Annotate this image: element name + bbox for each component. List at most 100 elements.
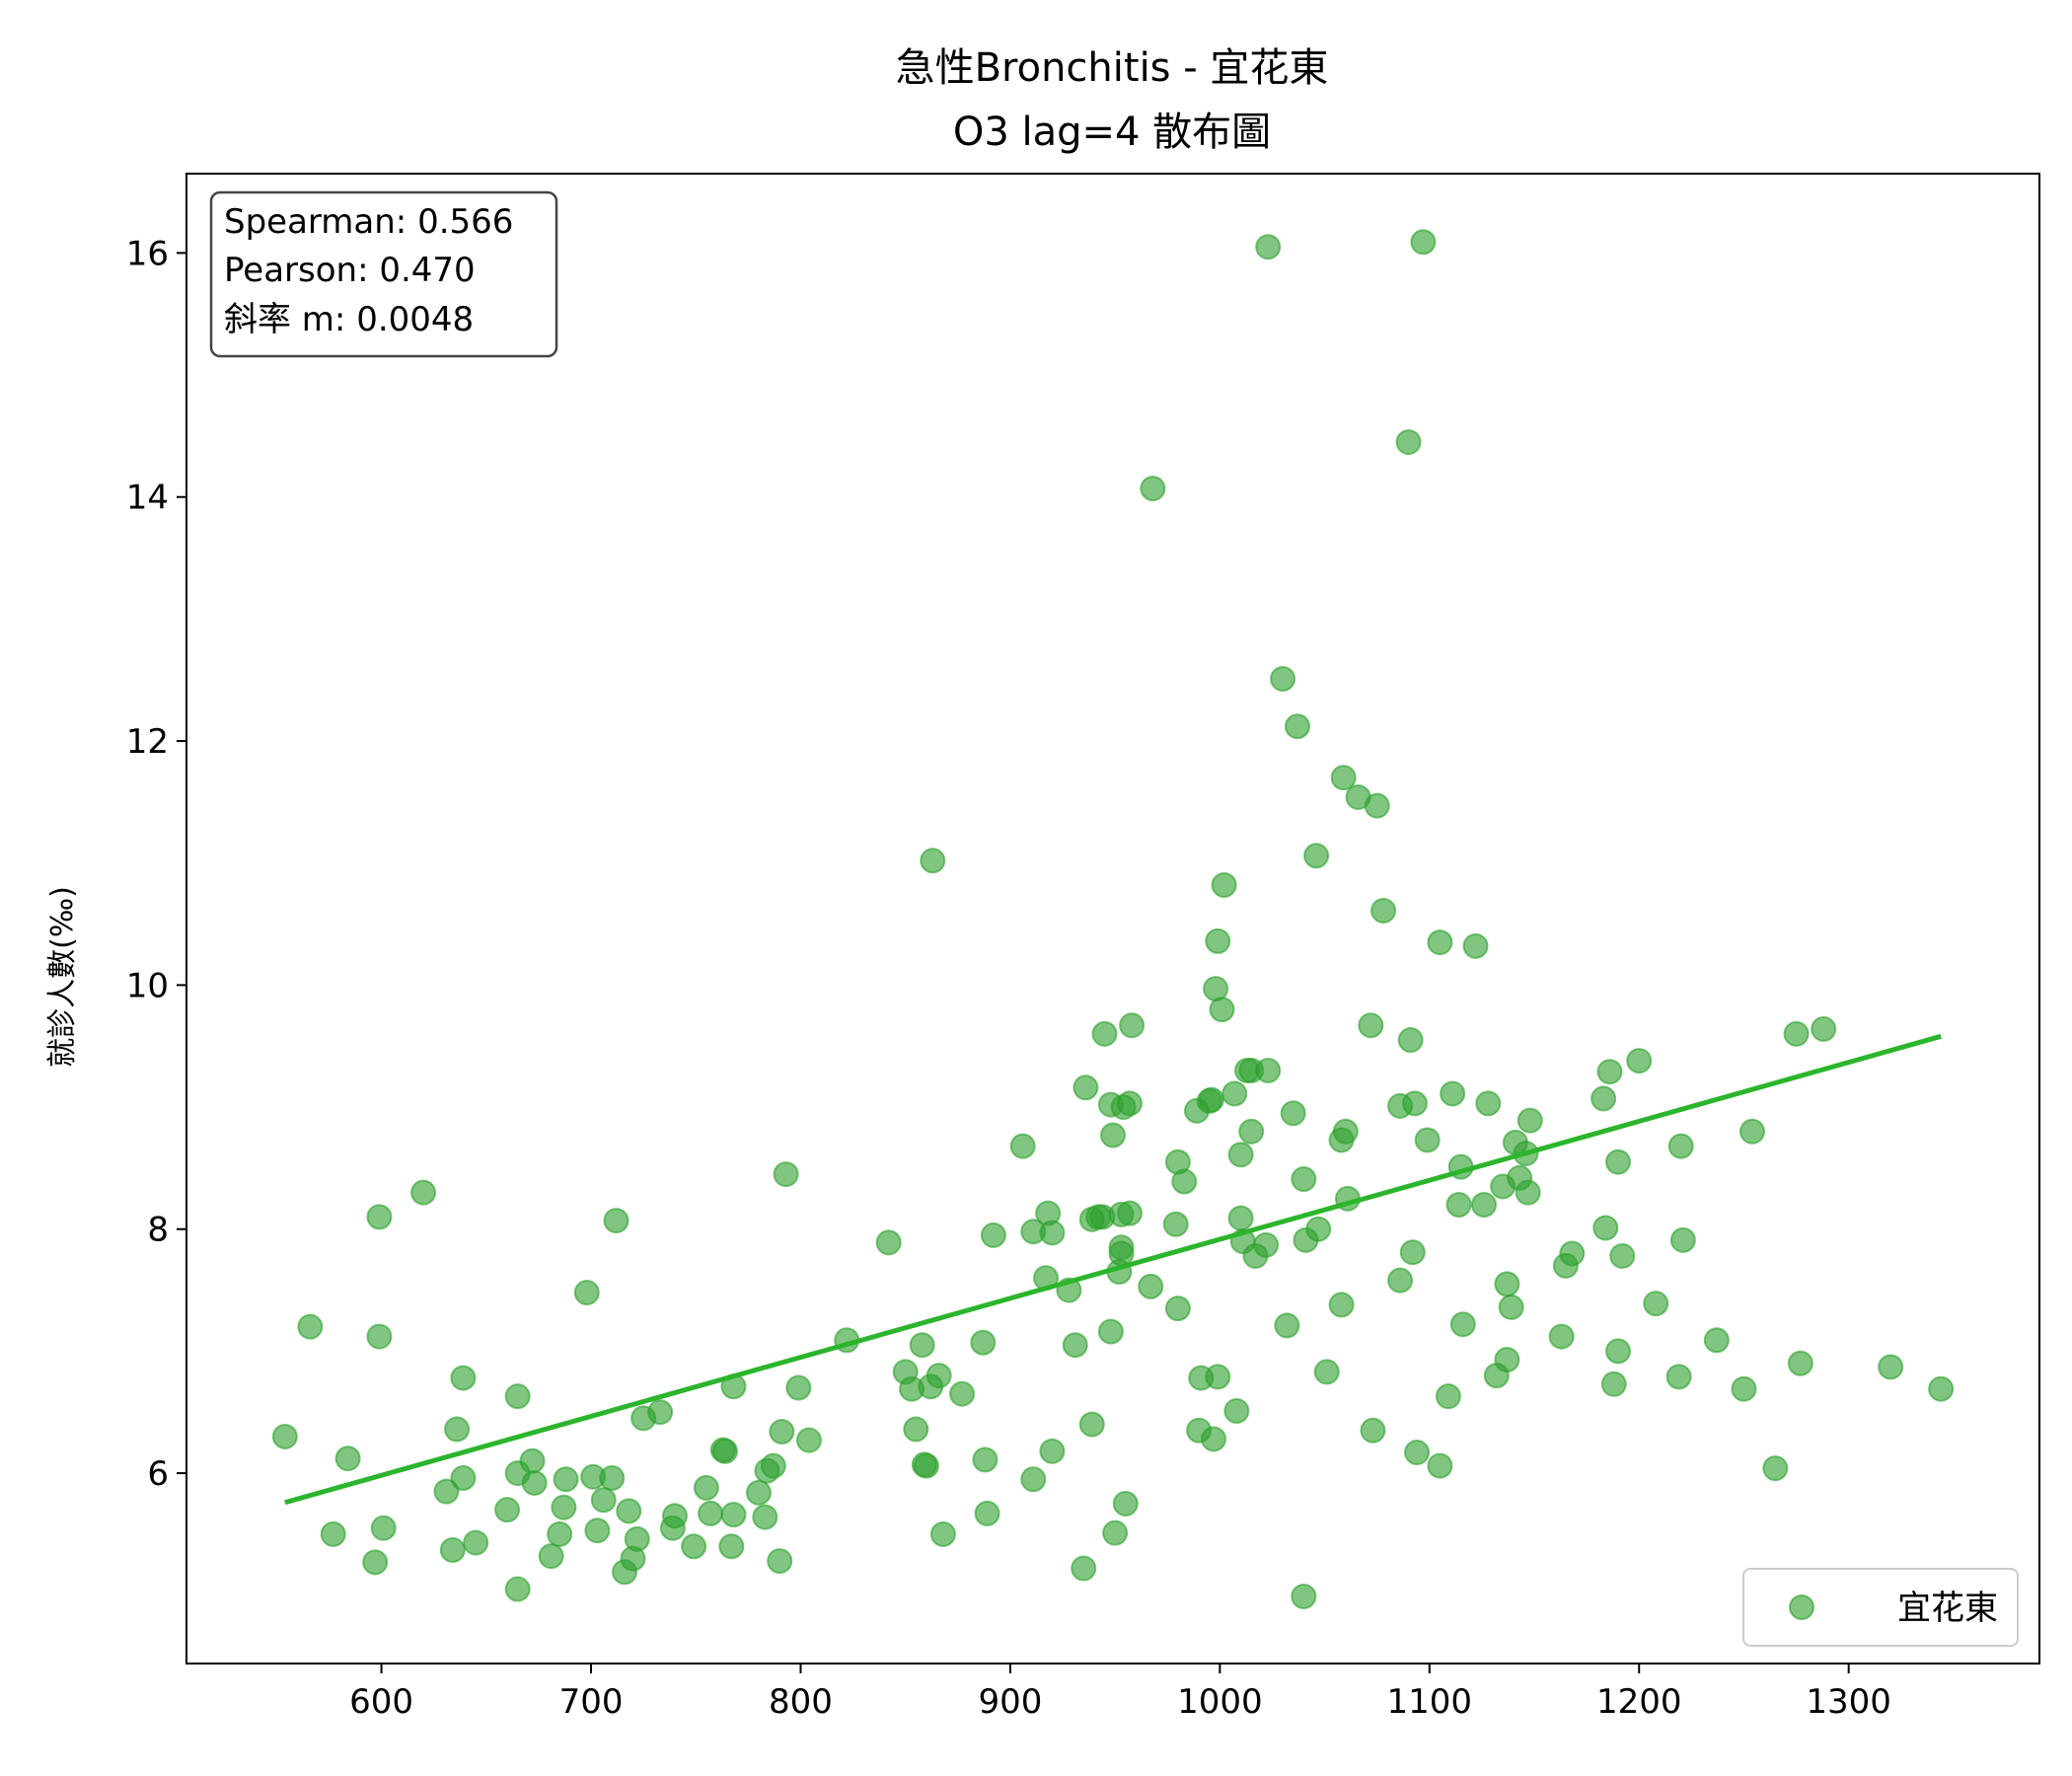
data-point <box>720 1502 747 1528</box>
data-point <box>745 1479 772 1506</box>
data-point <box>1108 1240 1135 1267</box>
data-point <box>1162 1211 1189 1237</box>
data-point <box>1119 1012 1146 1039</box>
data-point <box>584 1517 611 1544</box>
x-tick-label: 900 <box>978 1682 1042 1722</box>
y-tick-label: 10 <box>126 966 169 1005</box>
data-point <box>1330 765 1357 791</box>
data-point <box>590 1487 617 1514</box>
x-tick-label: 1300 <box>1806 1682 1891 1722</box>
data-point <box>1200 1426 1226 1452</box>
data-point <box>1280 1100 1306 1127</box>
y-axis-label: 就診人數(‰) <box>45 886 80 1068</box>
data-point <box>1445 1192 1472 1219</box>
data-point <box>1762 1455 1789 1482</box>
data-point <box>1091 1020 1118 1047</box>
data-point <box>1223 1398 1250 1425</box>
data-point <box>913 1452 939 1479</box>
data-point <box>1517 1107 1543 1134</box>
stats-box: Spearman: 0.566 Pearson: 0.470 斜率 m: 0.0… <box>209 190 558 358</box>
data-point <box>1410 229 1437 256</box>
data-point <box>1303 843 1330 869</box>
data-point <box>1387 1267 1414 1294</box>
data-point <box>1284 713 1310 740</box>
x-tick-label: 1000 <box>1177 1682 1263 1722</box>
data-point <box>1731 1375 1757 1402</box>
data-point <box>1878 1354 1904 1380</box>
data-point <box>1600 1370 1627 1397</box>
data-point <box>1078 1411 1105 1438</box>
data-point <box>1227 1142 1254 1168</box>
data-point <box>1328 1292 1355 1318</box>
data-point <box>450 1465 477 1492</box>
data-point <box>1626 1048 1653 1074</box>
data-point <box>1435 1383 1461 1410</box>
data-point <box>297 1313 324 1340</box>
data-point <box>909 1332 935 1359</box>
data-point <box>1397 1027 1424 1054</box>
data-point <box>1227 1205 1254 1231</box>
data-point <box>1928 1375 1955 1402</box>
data-point <box>366 1204 393 1230</box>
data-point <box>1494 1347 1520 1373</box>
data-point <box>1609 1242 1636 1269</box>
data-point <box>1665 1364 1692 1390</box>
data-point <box>1669 1226 1696 1253</box>
data-point <box>1039 1220 1066 1246</box>
data-point <box>1100 1122 1126 1148</box>
data-point <box>1116 1090 1143 1117</box>
data-point <box>1274 1312 1300 1339</box>
x-tick-label: 1100 <box>1387 1682 1473 1722</box>
data-point <box>1039 1438 1066 1464</box>
data-point <box>1171 1168 1198 1195</box>
data-point <box>521 1469 548 1496</box>
data-point <box>519 1447 546 1474</box>
data-point <box>1313 1359 1340 1385</box>
data-point <box>980 1221 1006 1248</box>
data-point <box>1395 429 1422 456</box>
data-point <box>1020 1466 1047 1493</box>
data-point <box>1253 1231 1280 1258</box>
legend: 宜花東 <box>1742 1568 2019 1647</box>
data-point <box>1221 1080 1248 1107</box>
data-point <box>1332 1118 1359 1145</box>
x-tick-label: 800 <box>769 1682 833 1722</box>
data-point <box>974 1500 1000 1526</box>
data-point <box>547 1520 573 1547</box>
y-tick-label: 6 <box>147 1454 169 1494</box>
data-point <box>1449 1311 1476 1338</box>
data-point <box>551 1494 577 1520</box>
data-point <box>1062 1332 1088 1359</box>
data-point <box>773 1161 799 1188</box>
regression-line <box>284 1033 1942 1506</box>
data-point <box>1427 1452 1453 1479</box>
data-point <box>1270 665 1296 692</box>
x-tick-label: 600 <box>349 1682 413 1722</box>
data-point <box>1305 1216 1332 1242</box>
data-point <box>1255 1057 1282 1083</box>
data-point <box>1198 1086 1224 1113</box>
data-point <box>1414 1127 1441 1153</box>
data-point <box>875 1229 902 1256</box>
data-point <box>970 1329 997 1356</box>
data-point <box>949 1380 976 1407</box>
stats-slope: 斜率 m: 0.0048 <box>224 300 474 339</box>
data-point <box>433 1478 460 1505</box>
data-point <box>370 1515 397 1541</box>
stats-spearman: Spearman: 0.566 <box>224 202 513 242</box>
data-point <box>711 1438 738 1464</box>
data-point <box>647 1399 674 1426</box>
data-point <box>1401 1090 1428 1117</box>
data-point <box>271 1423 298 1449</box>
x-tick-label: 1200 <box>1596 1682 1682 1722</box>
data-point <box>1592 1215 1619 1241</box>
x-tick-label: 700 <box>559 1682 624 1722</box>
data-point <box>1071 1555 1097 1582</box>
data-point <box>1494 1271 1520 1297</box>
data-point <box>698 1500 724 1526</box>
data-point <box>494 1497 521 1523</box>
data-point <box>616 1498 642 1524</box>
data-point <box>504 1576 531 1602</box>
data-point <box>1164 1295 1191 1322</box>
data-point <box>573 1280 600 1306</box>
